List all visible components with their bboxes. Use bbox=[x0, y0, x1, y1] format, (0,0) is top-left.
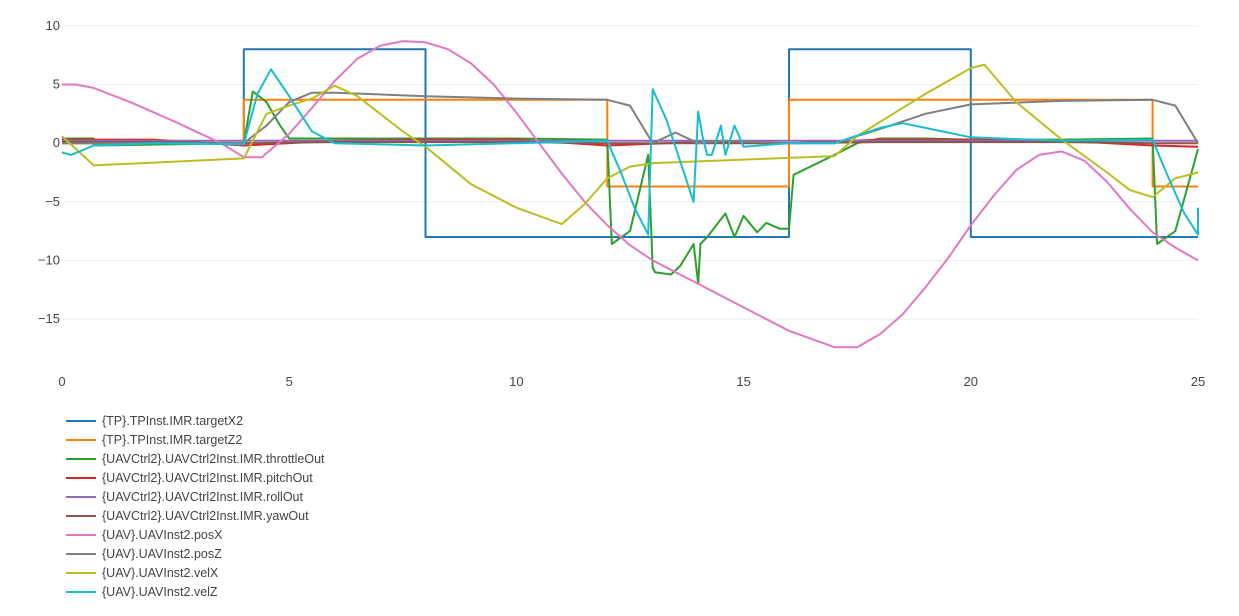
legend-label: {UAV}.UAVInst2.velX bbox=[102, 565, 219, 580]
legend-swatch bbox=[66, 552, 96, 555]
y-tick-label: −5 bbox=[45, 194, 60, 209]
series-line-8 bbox=[61, 63, 1199, 226]
legend-label: {UAV}.UAVInst2.posX bbox=[102, 527, 223, 542]
series-lines bbox=[61, 40, 1199, 349]
x-tick-label: 0 bbox=[58, 374, 65, 389]
y-axis: 10 5 0 −5 −10 −15 bbox=[38, 18, 60, 326]
legend-label: {UAVCtrl2}.UAVCtrl2Inst.IMR.throttleOut bbox=[102, 451, 325, 466]
legend: {TP}.TPInst.IMR.targetX2 {TP}.TPInst.IMR.… bbox=[66, 411, 325, 601]
legend-label: {UAVCtrl2}.UAVCtrl2Inst.IMR.rollOut bbox=[102, 489, 303, 504]
legend-item[interactable]: {UAVCtrl2}.UAVCtrl2Inst.IMR.throttleOut bbox=[66, 449, 325, 468]
legend-label: {UAV}.UAVInst2.velZ bbox=[102, 584, 218, 599]
legend-swatch bbox=[66, 495, 96, 498]
legend-item[interactable]: {UAV}.UAVInst2.posX bbox=[66, 525, 325, 544]
legend-label: {TP}.TPInst.IMR.targetZ2 bbox=[102, 432, 243, 447]
legend-swatch bbox=[66, 514, 96, 517]
legend-swatch bbox=[66, 590, 96, 593]
legend-item[interactable]: {UAV}.UAVInst2.posZ bbox=[66, 544, 325, 563]
legend-item[interactable]: {UAVCtrl2}.UAVCtrl2Inst.IMR.yawOut bbox=[66, 506, 325, 525]
legend-item[interactable]: {UAV}.UAVInst2.velX bbox=[66, 563, 325, 582]
x-tick-label: 15 bbox=[736, 374, 750, 389]
x-tick-label: 5 bbox=[286, 374, 293, 389]
legend-swatch bbox=[66, 419, 96, 422]
series-line-2 bbox=[62, 90, 1199, 285]
legend-label: {TP}.TPInst.IMR.targetX2 bbox=[102, 413, 244, 428]
x-axis: 0 5 10 15 20 25 bbox=[58, 374, 1205, 389]
gridlines bbox=[62, 25, 1198, 320]
y-tick-label: −10 bbox=[38, 252, 60, 267]
x-tick-label: 10 bbox=[509, 374, 523, 389]
legend-item[interactable]: {TP}.TPInst.IMR.targetX2 bbox=[66, 411, 325, 430]
x-tick-label: 25 bbox=[1191, 374, 1205, 389]
legend-label: {UAV}.UAVInst2.posZ bbox=[102, 546, 222, 561]
legend-swatch bbox=[66, 476, 96, 479]
legend-label: {UAVCtrl2}.UAVCtrl2Inst.IMR.yawOut bbox=[102, 508, 309, 523]
legend-item[interactable]: {UAVCtrl2}.UAVCtrl2Inst.IMR.rollOut bbox=[66, 487, 325, 506]
line-chart: 10 5 0 −5 −10 −15 0 5 10 15 20 25 bbox=[38, 18, 1205, 389]
series-line-0 bbox=[62, 48, 1198, 238]
legend-item[interactable]: {UAV}.UAVInst2.velZ bbox=[66, 582, 325, 601]
legend-item[interactable]: {TP}.TPInst.IMR.targetZ2 bbox=[66, 430, 325, 449]
y-tick-label: −15 bbox=[38, 311, 60, 326]
legend-swatch bbox=[66, 457, 96, 460]
series-line-9 bbox=[61, 68, 1199, 236]
legend-swatch bbox=[66, 533, 96, 536]
legend-swatch bbox=[66, 438, 96, 441]
x-tick-label: 20 bbox=[964, 374, 978, 389]
y-tick-label: 10 bbox=[46, 18, 60, 33]
y-tick-label: 5 bbox=[53, 77, 60, 92]
legend-item[interactable]: {UAVCtrl2}.UAVCtrl2Inst.IMR.pitchOut bbox=[66, 468, 325, 487]
series-line-6 bbox=[62, 40, 1199, 349]
series-line-7 bbox=[62, 91, 1199, 145]
legend-label: {UAVCtrl2}.UAVCtrl2Inst.IMR.pitchOut bbox=[102, 470, 313, 485]
y-tick-label: 0 bbox=[53, 135, 60, 150]
legend-swatch bbox=[66, 571, 96, 574]
